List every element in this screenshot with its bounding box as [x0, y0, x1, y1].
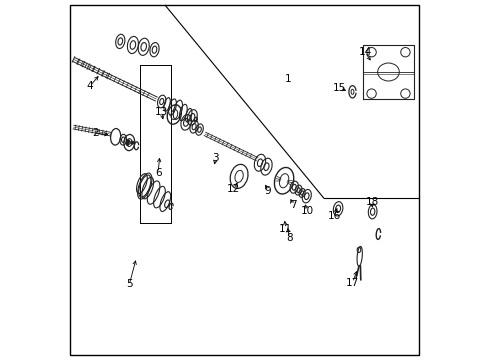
Text: 14: 14	[358, 47, 371, 57]
Text: 10: 10	[300, 206, 313, 216]
Text: 1: 1	[284, 74, 290, 84]
Text: 6: 6	[155, 168, 161, 178]
Circle shape	[126, 140, 129, 143]
Text: 13: 13	[155, 107, 168, 117]
Text: 8: 8	[285, 233, 292, 243]
Text: 9: 9	[264, 186, 271, 196]
Text: 11: 11	[279, 224, 292, 234]
Circle shape	[126, 142, 129, 145]
Text: 2: 2	[92, 128, 98, 138]
Circle shape	[130, 141, 133, 144]
Text: 7: 7	[289, 200, 296, 210]
Text: 18: 18	[365, 197, 378, 207]
Text: 3: 3	[212, 153, 219, 163]
Text: 16: 16	[327, 211, 341, 221]
Text: 17: 17	[345, 278, 358, 288]
Text: 5: 5	[126, 279, 132, 289]
Text: 4: 4	[86, 81, 93, 91]
Text: 15: 15	[333, 83, 346, 93]
Text: 12: 12	[226, 184, 240, 194]
